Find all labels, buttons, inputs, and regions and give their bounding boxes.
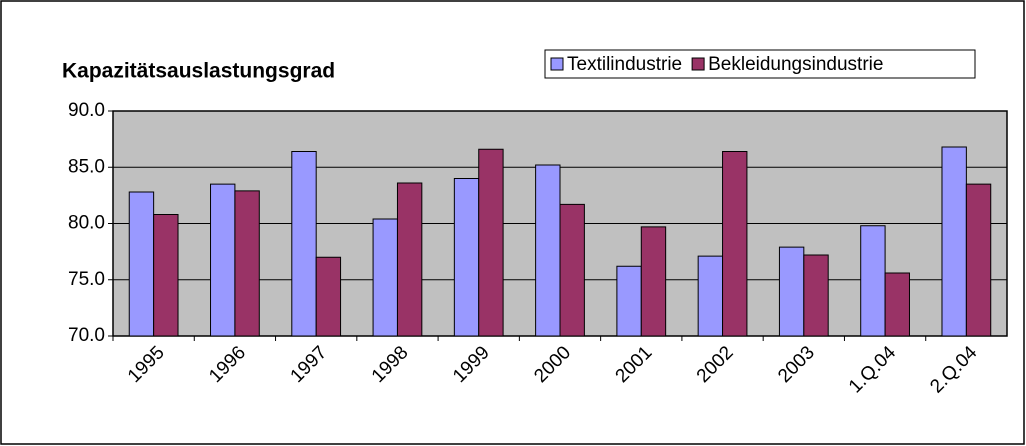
legend-swatch xyxy=(691,57,705,71)
bar xyxy=(697,255,724,337)
chart-title: Kapazitätsauslastungsgrad xyxy=(62,60,335,83)
bar xyxy=(535,164,561,337)
bar xyxy=(884,272,910,337)
y-tick-label: 80.0 xyxy=(68,213,105,234)
y-tick-label: 85.0 xyxy=(68,156,105,177)
bar xyxy=(153,214,179,337)
bar xyxy=(860,225,886,337)
bar xyxy=(210,183,236,337)
bar xyxy=(291,151,317,337)
bar xyxy=(372,218,398,337)
y-tick-label: 75.0 xyxy=(68,269,105,290)
bar xyxy=(234,190,260,337)
bar xyxy=(559,203,585,337)
legend-swatch xyxy=(550,57,564,71)
bar xyxy=(965,183,992,337)
y-tick-label: 90.0 xyxy=(68,100,105,121)
bar xyxy=(315,256,342,337)
bar xyxy=(396,182,423,337)
bar xyxy=(803,254,829,337)
bar xyxy=(941,146,967,337)
legend-label: Bekleidungsindustrie xyxy=(708,54,883,75)
bar xyxy=(722,151,748,337)
legend-box xyxy=(544,49,976,79)
y-tick-label: 70.0 xyxy=(68,325,105,346)
bar xyxy=(128,191,155,337)
bar xyxy=(453,178,480,337)
bar xyxy=(478,148,504,337)
bar xyxy=(616,265,642,337)
bar xyxy=(640,226,667,337)
bar xyxy=(778,246,805,337)
legend-label: Textilindustrie xyxy=(567,54,682,75)
